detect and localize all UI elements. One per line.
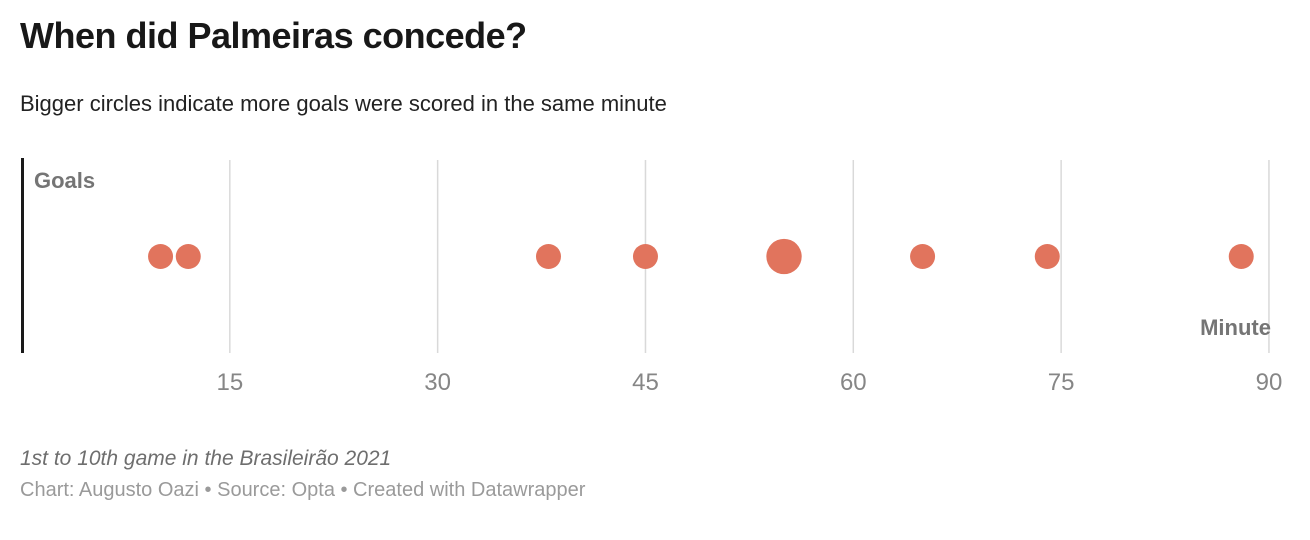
chart-byline: Chart: Augusto Oazi • Source: Opta • Cre… [20, 479, 586, 501]
goal-dot [148, 244, 174, 269]
goal-dot [535, 244, 561, 269]
x-tick-label: 90 [1256, 369, 1283, 396]
x-axis-label: Minute [1200, 315, 1271, 340]
goal-timeline-chart: 15 30 45 60 75 90 Goals Minute [21, 158, 1282, 396]
x-tick-label: 30 [424, 369, 451, 396]
x-tick-labels-layer: 15 30 45 60 75 90 [216, 369, 1282, 396]
goal-dot [175, 244, 201, 269]
gridlines-layer [229, 160, 1270, 353]
x-tick-label: 15 [216, 369, 243, 396]
goal-dot [910, 244, 936, 269]
goal-dot [766, 238, 802, 275]
x-tick-label: 75 [1048, 369, 1075, 396]
chart-title: When did Palmeiras concede? [20, 15, 527, 56]
y-axis-label: Goals [34, 168, 95, 193]
goal-dot [1228, 244, 1254, 269]
x-tick-label: 60 [840, 369, 867, 396]
chart-subtitle: Bigger circles indicate more goals were … [20, 91, 667, 116]
chart-note: 1st to 10th game in the Brasileirão 2021 [20, 447, 392, 470]
goal-dot [1034, 244, 1060, 269]
goal-dots-layer [148, 238, 1254, 275]
goal-dot [632, 244, 658, 269]
x-tick-label: 45 [632, 369, 659, 396]
